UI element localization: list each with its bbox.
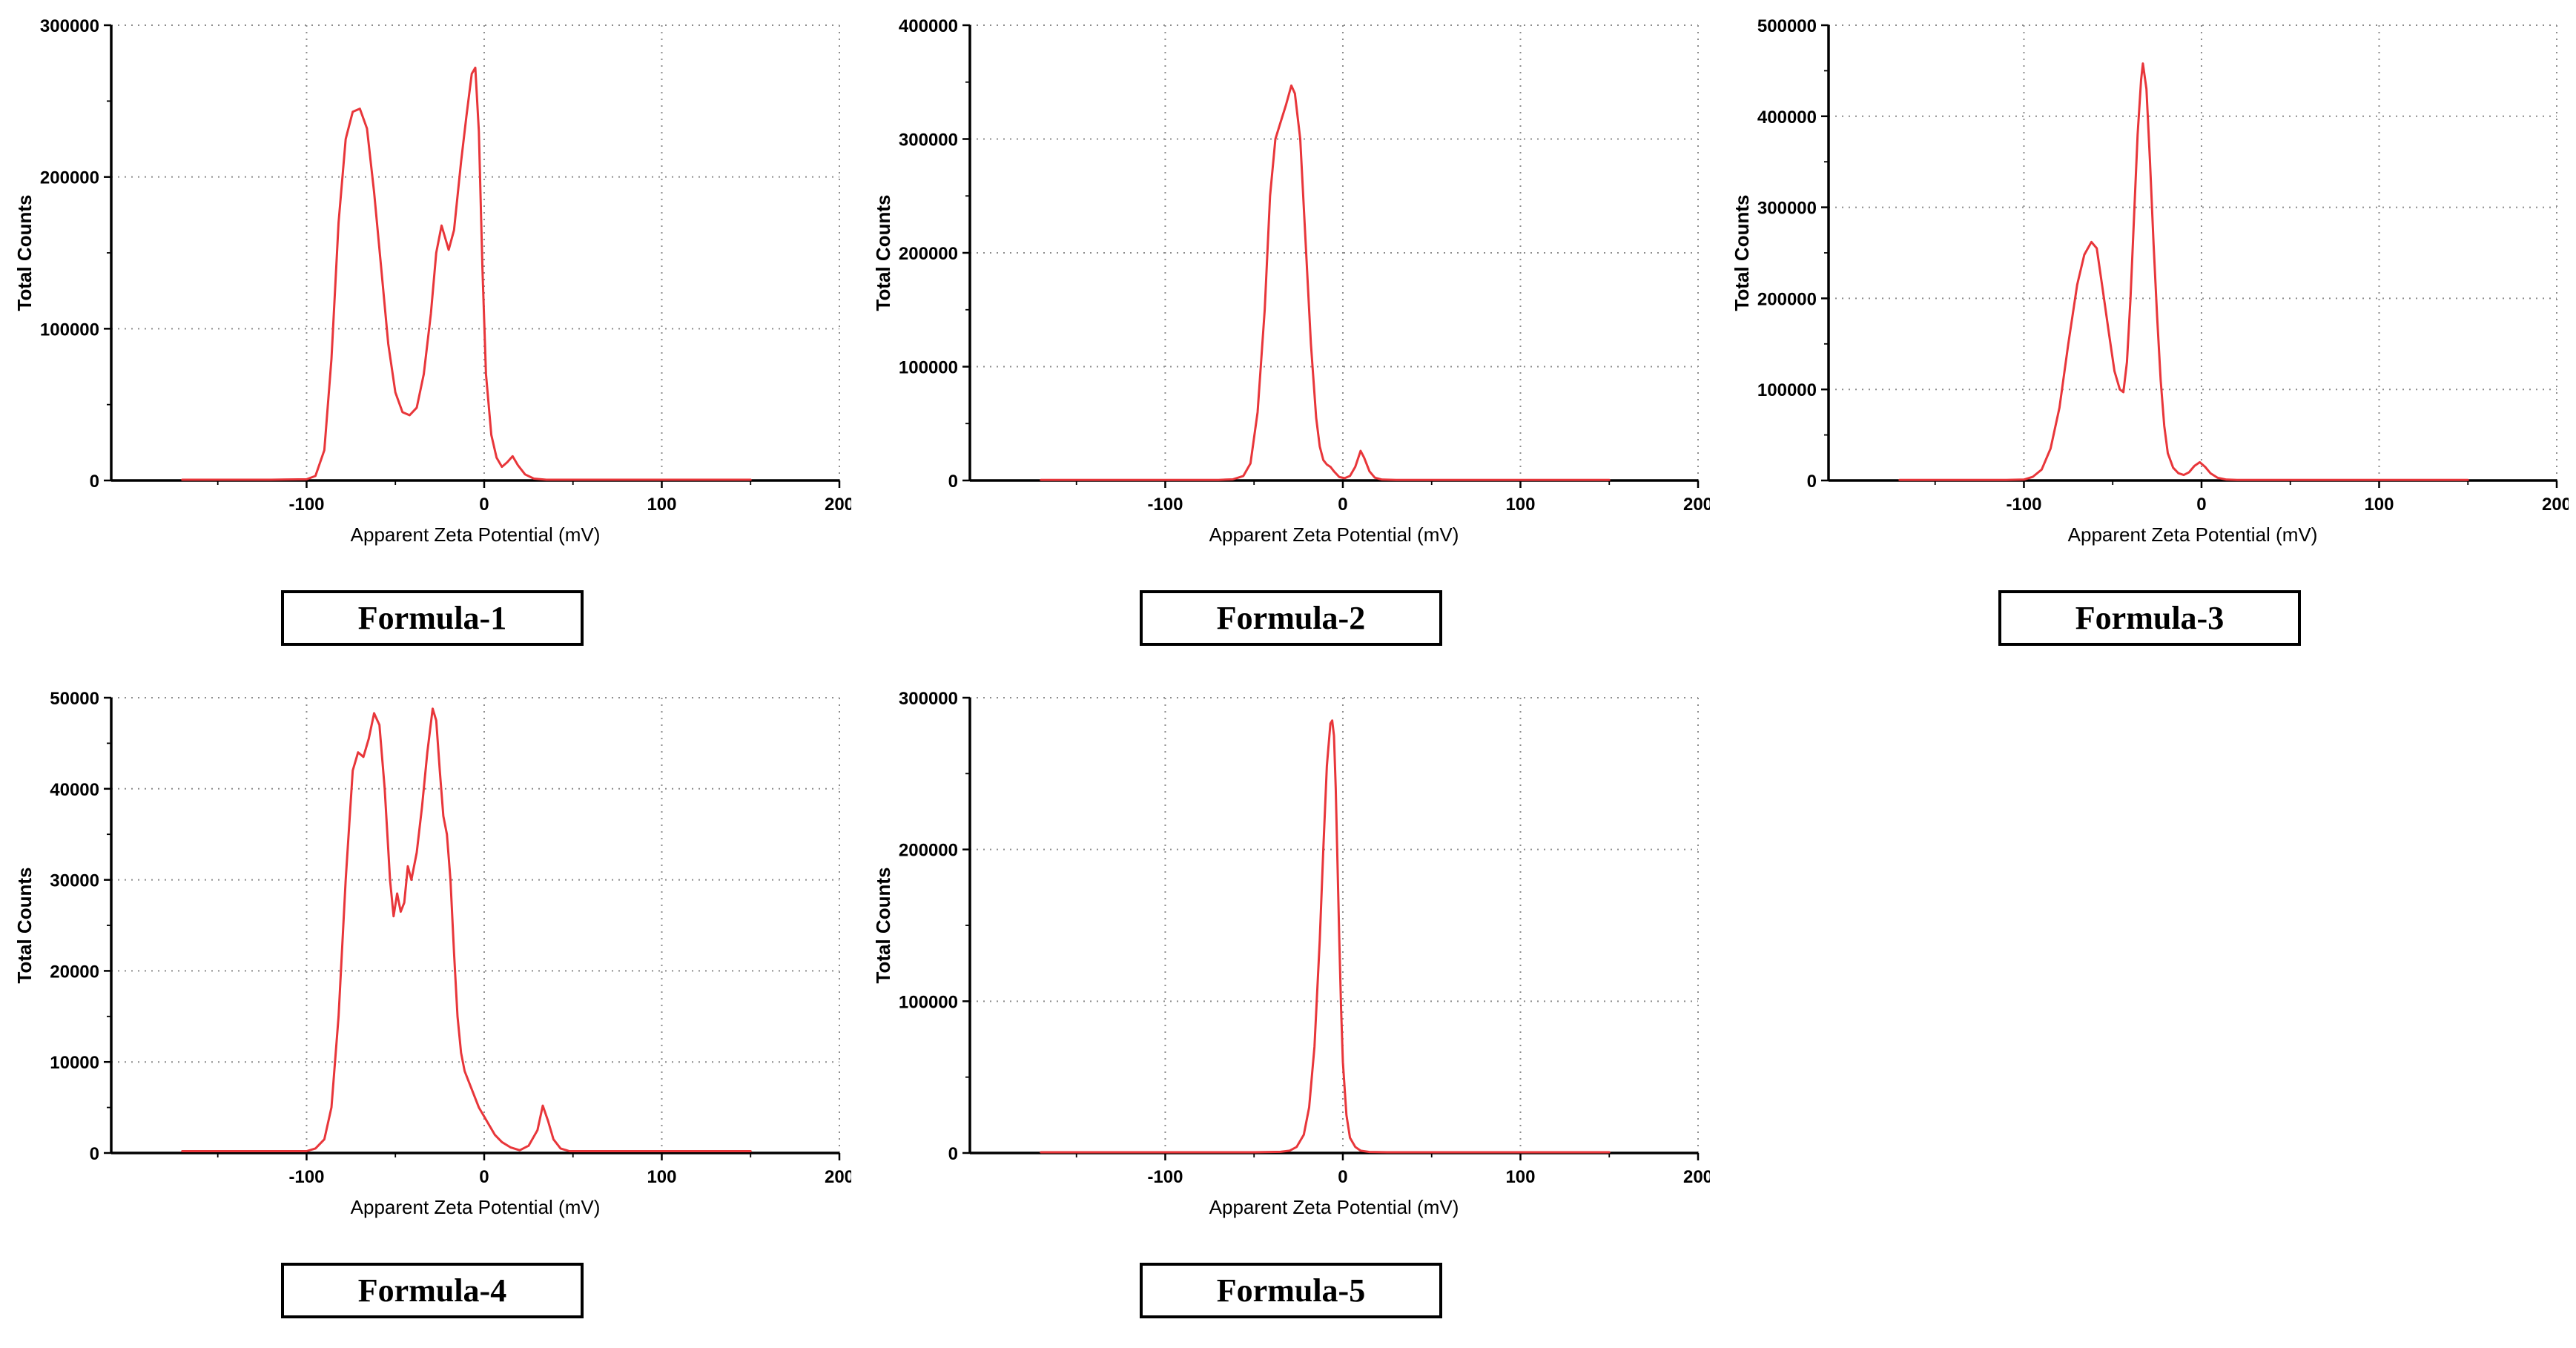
svg-text:100: 100: [647, 1167, 676, 1187]
svg-text:Total Counts: Total Counts: [13, 868, 36, 984]
svg-text:100: 100: [647, 495, 676, 515]
svg-text:400000: 400000: [899, 16, 958, 36]
svg-text:Apparent Zeta Potential (mV): Apparent Zeta Potential (mV): [1209, 523, 1459, 546]
svg-text:Apparent Zeta Potential (mV): Apparent Zeta Potential (mV): [1209, 1196, 1459, 1218]
svg-text:100000: 100000: [40, 320, 99, 340]
svg-text:400000: 400000: [1757, 108, 1817, 128]
svg-text:200000: 200000: [899, 244, 958, 264]
caption-formula-5: Formula-5: [1140, 1263, 1442, 1318]
zeta-plot-formula-4: -100 0 100 200 0 10000 20000 30000 40000 50000 App…: [13, 689, 851, 1218]
svg-text:Total Counts: Total Counts: [872, 195, 894, 311]
svg-text:300000: 300000: [899, 130, 958, 151]
svg-text:0: 0: [1338, 1167, 1347, 1187]
caption-formula-1: Formula-1: [281, 590, 584, 646]
chart-formula-5: -100 0 100 200 0 100000 200000 300000 Apparent Z…: [859, 678, 1717, 1341]
svg-text:-100: -100: [288, 495, 324, 515]
chart-formula-1: -100 0 100 200 0 100000 200000 300000 Apparent Z…: [0, 6, 859, 668]
caption-label: Formula-3: [2075, 600, 2225, 636]
svg-text:Total Counts: Total Counts: [872, 868, 894, 984]
svg-text:Apparent Zeta Potential (mV): Apparent Zeta Potential (mV): [351, 1196, 601, 1218]
svg-text:300000: 300000: [899, 689, 958, 709]
caption-label: Formula-2: [1216, 600, 1366, 636]
svg-text:500000: 500000: [1757, 16, 1817, 36]
svg-text:20000: 20000: [50, 962, 99, 982]
caption-formula-4: Formula-4: [281, 1263, 584, 1318]
svg-text:0: 0: [948, 1144, 958, 1164]
svg-text:0: 0: [479, 1167, 489, 1187]
svg-text:-100: -100: [2006, 495, 2041, 515]
svg-text:10000: 10000: [50, 1053, 99, 1073]
svg-text:200: 200: [1683, 495, 1710, 515]
chart-formula-3: -100 0 100 200 0 100000 200000 300000 400000 5000…: [1717, 6, 2576, 668]
svg-text:Apparent Zeta Potential (mV): Apparent Zeta Potential (mV): [2068, 523, 2318, 546]
svg-text:100000: 100000: [899, 358, 958, 378]
chart-formula-4: -100 0 100 200 0 10000 20000 30000 40000 50000 App…: [0, 678, 859, 1341]
caption-label: Formula-4: [357, 1272, 507, 1309]
caption-formula-3: Formula-3: [1998, 590, 2301, 646]
svg-text:0: 0: [90, 472, 99, 492]
svg-text:300000: 300000: [1757, 199, 1817, 219]
zeta-plot-formula-5: -100 0 100 200 0 100000 200000 300000 Apparent Z…: [872, 689, 1710, 1218]
svg-text:200000: 200000: [899, 841, 958, 861]
svg-text:200000: 200000: [1757, 289, 1817, 309]
zeta-plot-formula-1: -100 0 100 200 0 100000 200000 300000 Apparent Z…: [13, 16, 851, 546]
svg-text:-100: -100: [1147, 1167, 1183, 1187]
svg-text:Total Counts: Total Counts: [1731, 195, 1753, 311]
svg-text:200: 200: [1683, 1167, 1710, 1187]
svg-text:0: 0: [1807, 472, 1817, 492]
svg-text:0: 0: [479, 495, 489, 515]
caption-label: Formula-1: [357, 600, 507, 636]
svg-text:0: 0: [948, 472, 958, 492]
svg-text:40000: 40000: [50, 780, 99, 800]
svg-text:200: 200: [2542, 495, 2569, 515]
chart-formula-2: -100 0 100 200 0 100000 200000 300000 400000 Appa…: [859, 6, 1717, 668]
zeta-plot-formula-3: -100 0 100 200 0 100000 200000 300000 400000 5000…: [1731, 16, 2569, 546]
svg-text:100000: 100000: [899, 992, 958, 1012]
svg-text:100: 100: [2364, 495, 2394, 515]
svg-text:100: 100: [1505, 1167, 1535, 1187]
svg-text:300000: 300000: [40, 16, 99, 36]
svg-text:100: 100: [1505, 495, 1535, 515]
zeta-plot-formula-2: -100 0 100 200 0 100000 200000 300000 400000 Appa…: [872, 16, 1710, 546]
svg-text:-100: -100: [288, 1167, 324, 1187]
svg-text:0: 0: [1338, 495, 1347, 515]
svg-text:Apparent Zeta Potential (mV): Apparent Zeta Potential (mV): [351, 523, 601, 546]
svg-text:200: 200: [825, 1167, 851, 1187]
svg-text:50000: 50000: [50, 689, 99, 709]
svg-text:-100: -100: [1147, 495, 1183, 515]
svg-text:0: 0: [2196, 495, 2206, 515]
svg-text:100000: 100000: [1757, 380, 1817, 400]
caption-formula-2: Formula-2: [1140, 590, 1442, 646]
svg-text:30000: 30000: [50, 871, 99, 891]
caption-label: Formula-5: [1216, 1272, 1366, 1309]
svg-text:Total Counts: Total Counts: [13, 195, 36, 311]
svg-text:200000: 200000: [40, 168, 99, 188]
svg-text:200: 200: [825, 495, 851, 515]
svg-text:0: 0: [90, 1144, 99, 1164]
